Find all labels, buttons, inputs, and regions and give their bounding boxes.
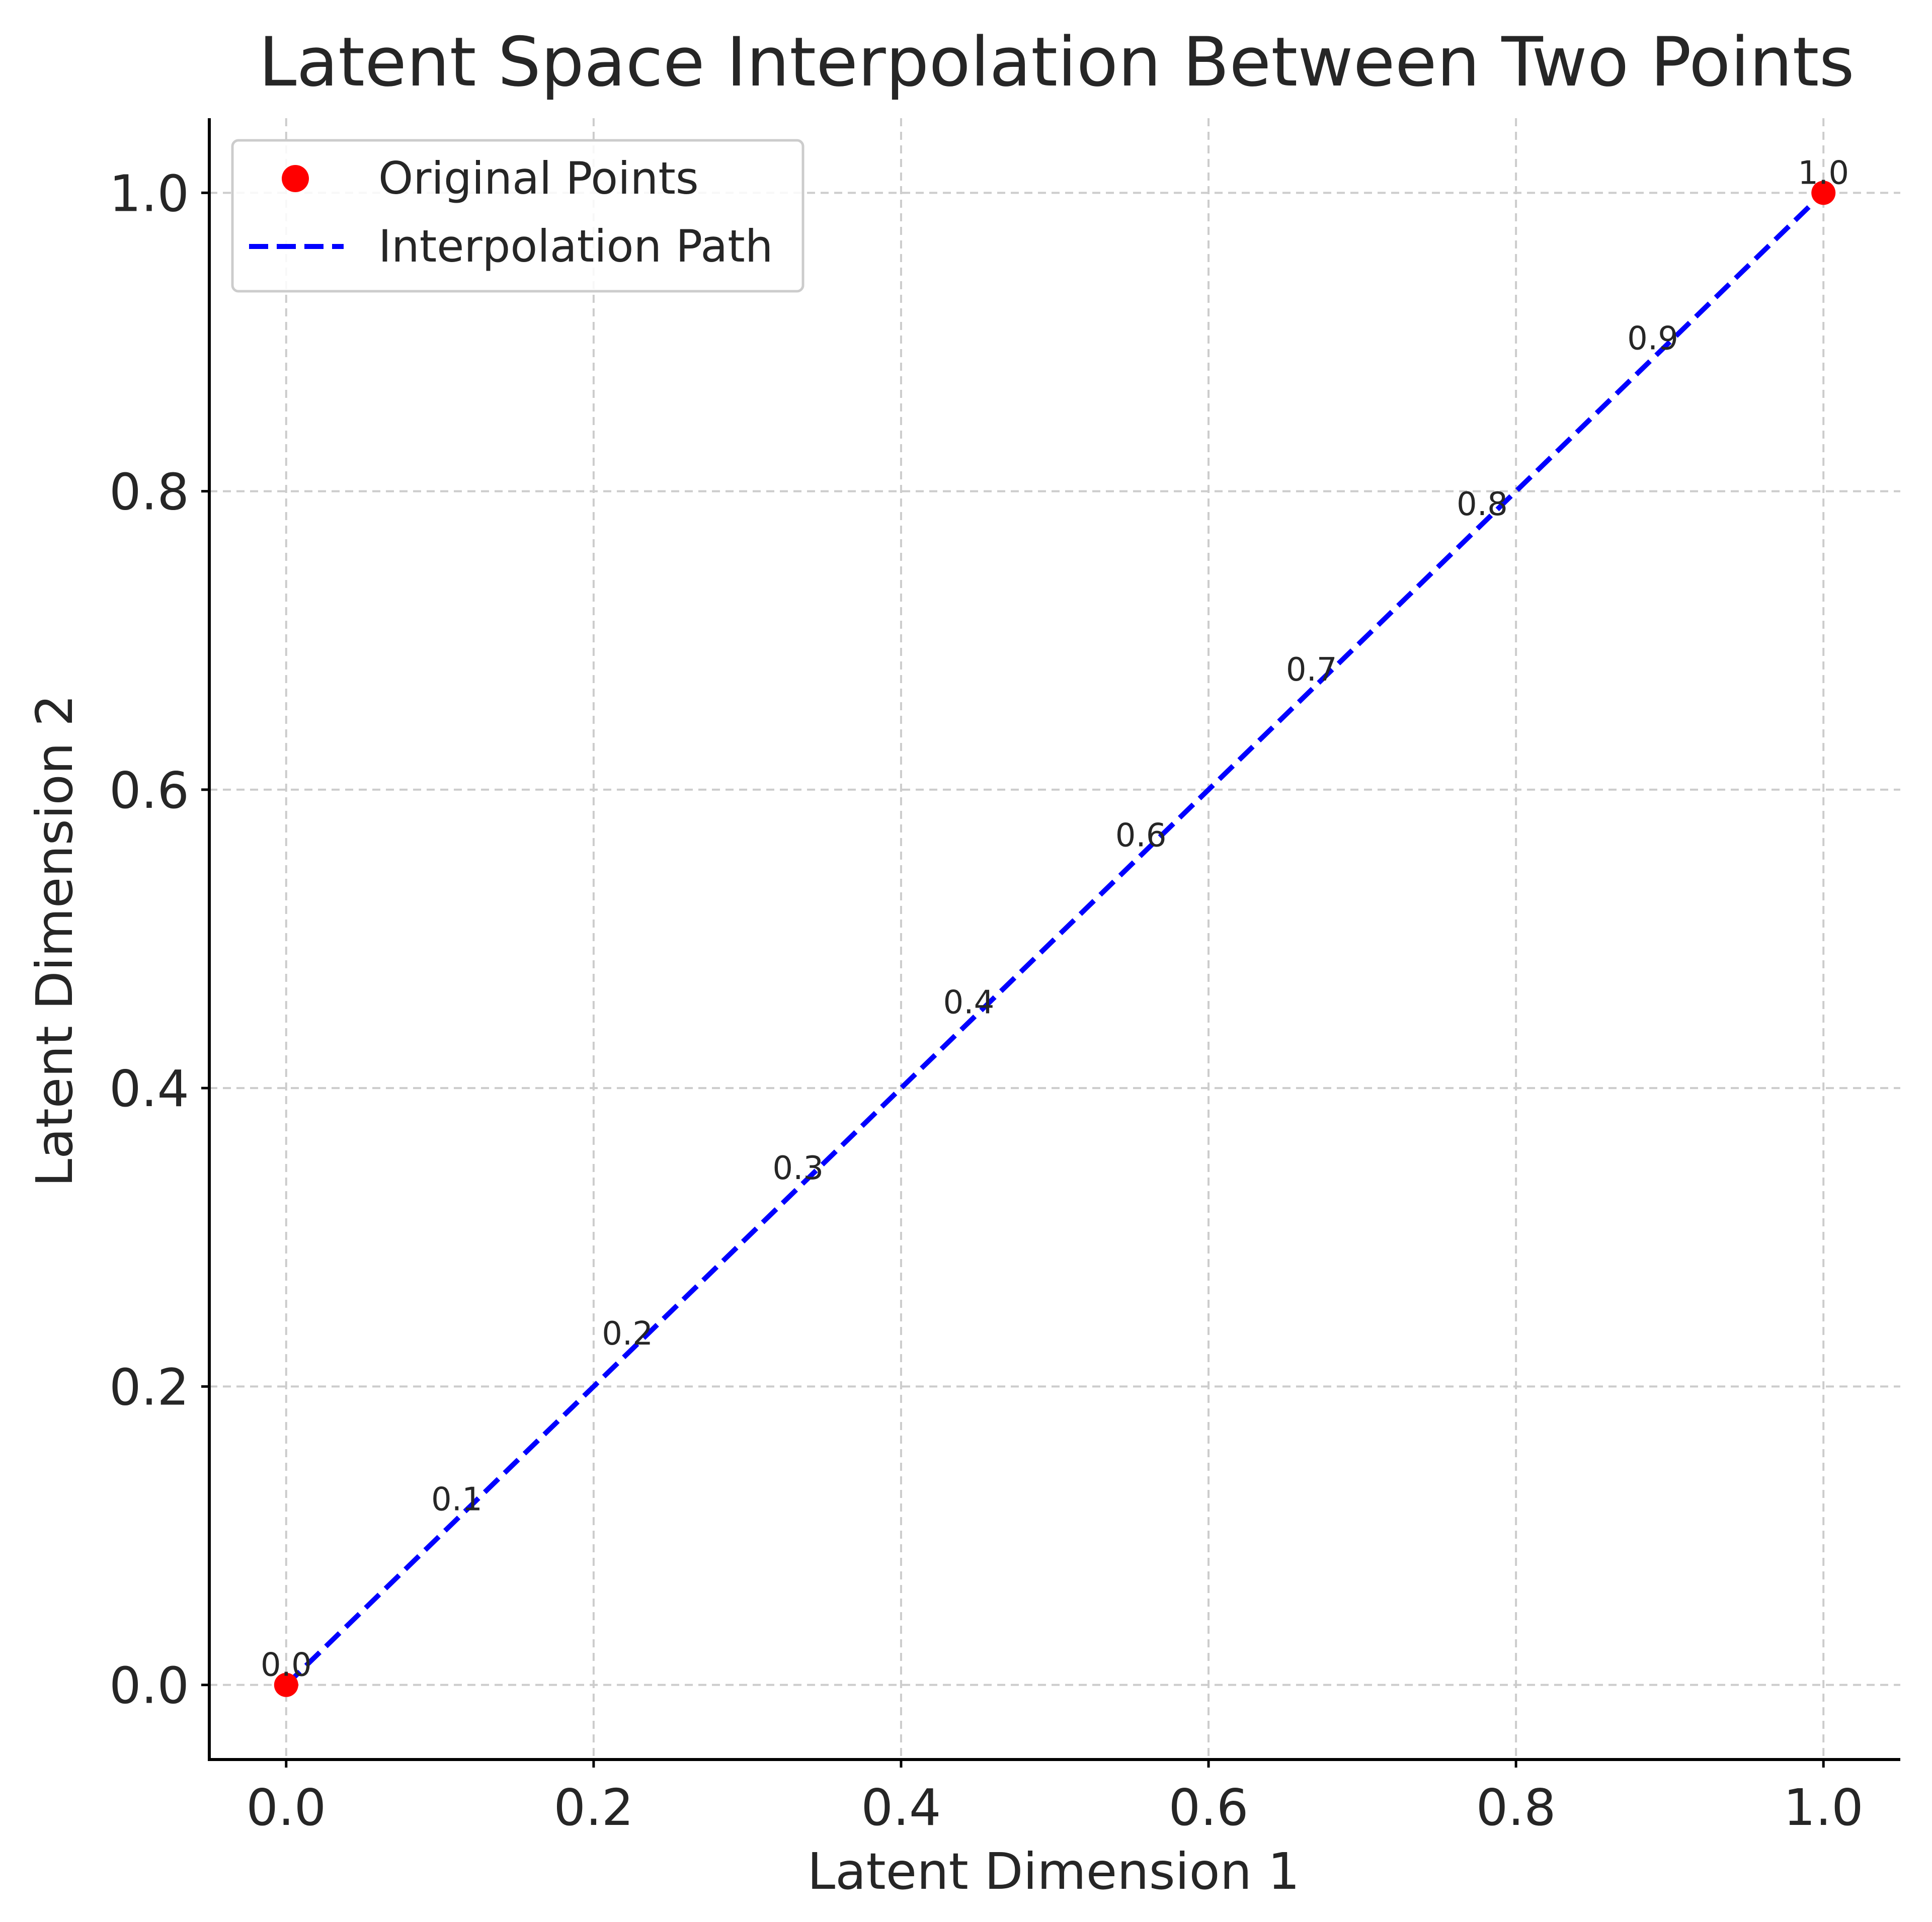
y-tick-label-3: 0.6 (109, 761, 189, 820)
x-tick-label-1: 0.2 (553, 1778, 633, 1837)
annotation-label-3: 0.3 (772, 1150, 824, 1187)
legend-label-original-points: Original Points (378, 152, 699, 204)
plot-series (274, 181, 1836, 1697)
chart-title: Latent Space Interpolation Between Two P… (259, 23, 1855, 102)
y-tick-label-5: 1.0 (109, 164, 189, 223)
x-axis-label: Latent Dimension 1 (807, 1842, 1300, 1901)
original-point-0 (274, 1673, 298, 1697)
y-axis-label: Latent Dimension 2 (25, 694, 84, 1187)
original-point-1 (1811, 181, 1836, 205)
y-tick-label-2: 0.4 (109, 1059, 189, 1118)
legend-label-interpolation-path: Interpolation Path (378, 220, 773, 272)
point-annotations: 0.0 0.1 0.2 0.3 0.4 0.6 0.7 0.8 0.9 1.0 (261, 154, 1849, 1684)
legend-box (231, 139, 804, 293)
y-tick-label-1: 0.2 (109, 1358, 189, 1416)
y-tick-label-0: 0.0 (109, 1656, 189, 1715)
axes-spines (208, 118, 1900, 1761)
annotation-label-1: 0.1 (431, 1481, 482, 1518)
legend: Original Points Interpolation Path (231, 139, 804, 293)
axis-ticks: 0.0 0.2 0.4 0.6 0.8 1.0 0.0 0.2 0.4 0.6 0.8 1.0 (109, 164, 1864, 1837)
annotation-label-9: 1.0 (1798, 154, 1849, 192)
annotation-label-8: 0.9 (1627, 320, 1678, 358)
x-tick-label-3: 0.6 (1169, 1778, 1249, 1837)
annotation-label-6: 0.7 (1286, 651, 1337, 689)
annotation-label-5: 0.6 (1115, 817, 1167, 854)
annotation-label-2: 0.2 (602, 1315, 653, 1353)
y-tick-label-4: 0.8 (109, 463, 189, 522)
x-tick-label-0: 0.0 (246, 1778, 326, 1837)
interpolation-path-line (284, 191, 1825, 1687)
annotation-label-0: 0.0 (261, 1647, 312, 1684)
x-tick-label-5: 1.0 (1784, 1778, 1864, 1837)
x-tick-label-4: 0.8 (1476, 1778, 1556, 1837)
annotation-label-7: 0.8 (1457, 486, 1508, 523)
x-tick-label-2: 0.4 (861, 1778, 941, 1837)
grid (209, 118, 1900, 1760)
annotation-label-4: 0.4 (943, 984, 995, 1022)
legend-marker-original-points (282, 165, 309, 192)
